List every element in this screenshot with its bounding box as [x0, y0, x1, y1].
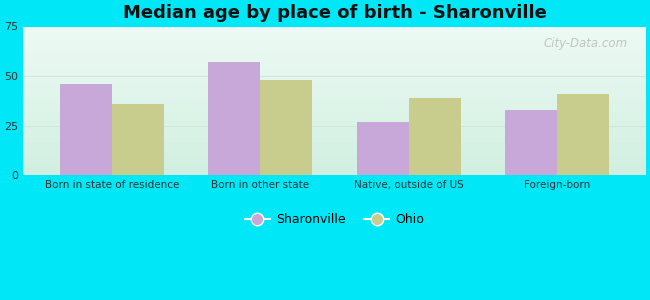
- Bar: [357, 122, 409, 175]
- Bar: [60, 84, 112, 175]
- Bar: [505, 110, 557, 175]
- Bar: [209, 62, 261, 175]
- Title: Median age by place of birth - Sharonville: Median age by place of birth - Sharonvil…: [123, 4, 547, 22]
- Text: City-Data.com: City-Data.com: [543, 37, 627, 50]
- Bar: [261, 80, 312, 175]
- Bar: [112, 104, 164, 175]
- Legend: Sharonville, Ohio: Sharonville, Ohio: [240, 208, 430, 231]
- Bar: [557, 94, 609, 175]
- Bar: [409, 98, 460, 175]
